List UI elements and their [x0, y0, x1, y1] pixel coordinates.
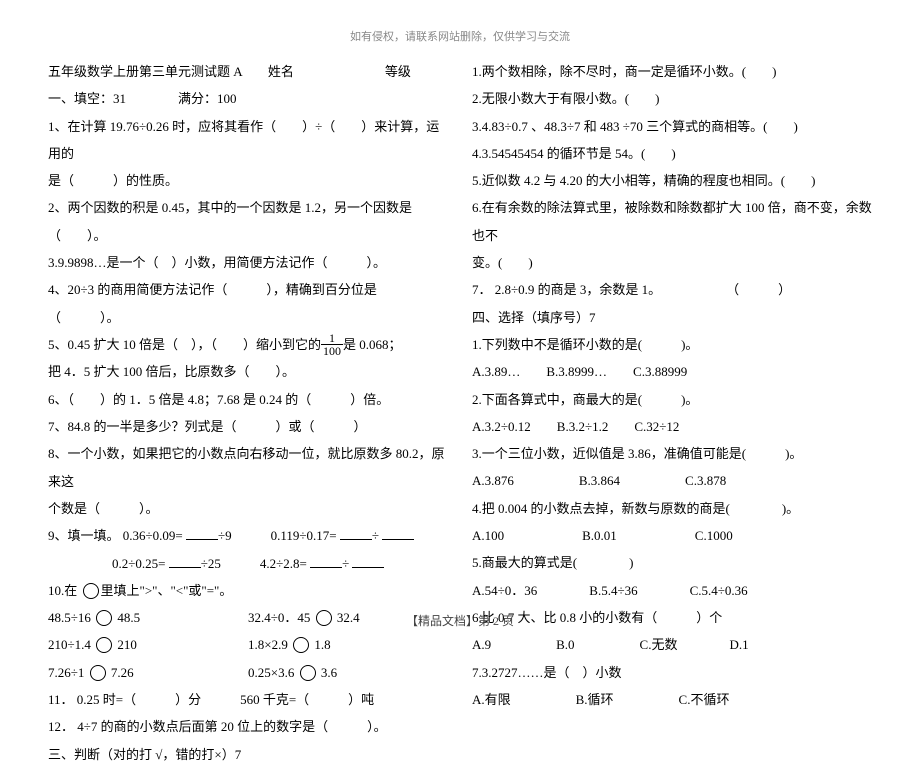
q12: 12． 4÷7 的商的小数点后面第 20 位上的数字是（ ）。 [48, 713, 448, 740]
j6: 6.在有余数的除法算式里，被除数和除数都扩大 100 倍，商不变，余数也不 [472, 194, 872, 249]
blank-underline [169, 554, 201, 568]
q9-prefix: 9、填一填。 0.36÷0.09= [48, 528, 183, 543]
j5: 5.近似数 4.2 与 4.20 的大小相等，精确的程度也相同。( ) [472, 167, 872, 194]
j7: 7． 2.8÷0.9 的商是 3，余数是 1。 （ ） [472, 276, 872, 303]
circle-blank-icon [90, 665, 106, 681]
q9d: ÷25 4.2÷2.8= [201, 556, 307, 571]
q10-prefix: 10.在 [48, 583, 77, 598]
compare-row3: 7.26÷1 7.26 0.25×3.6 3.6 [48, 659, 448, 686]
q4: 4、20÷3 的商用简便方法记作（ ），精确到百分位是（ ）。 [48, 276, 448, 331]
circle-blank-icon [83, 583, 99, 599]
q10a: 里填上">"、"<"或"="。 [101, 583, 233, 598]
blank-underline [352, 554, 384, 568]
blank-underline [310, 554, 342, 568]
c5: 5.商最大的算式是( ) [472, 549, 872, 576]
c4: 4.把 0.004 的小数点去掉，新数与原数的商是( )。 [472, 495, 872, 522]
q2: 2、两个因数的积是 0.45，其中的一个因数是 1.2，另一个因数是（ ）。 [48, 194, 448, 249]
r18a: 1.8×2.9 [248, 637, 288, 652]
c2-options: A.3.2÷0.12 B.3.2÷1.2 C.32÷12 [472, 413, 872, 440]
section4-heading: 四、选择（填序号）7 [472, 304, 872, 331]
r025a: 0.25×3.6 [248, 665, 294, 680]
q11: 11． 0.25 时=（ ）分 560 千克=（ ）吨 [48, 686, 448, 713]
c3: 3.一个三位小数，近似值是 3.86，准确值可能是( )。 [472, 440, 872, 467]
header-notice: 如有侵权，请联系网站删除，仅供学习与交流 [0, 0, 920, 58]
j1: 1.两个数相除，除不尽时，商一定是循环小数。( ) [472, 58, 872, 85]
j3: 3.4.83÷0.7 、48.3÷7 和 483 ÷70 三个算式的商相等。( … [472, 113, 872, 140]
q7: 7、84.8 的一半是多少？列式是（ ）或（ ） [48, 413, 448, 440]
section3-heading: 三、判断（对的打 √，错的打×）7 [48, 741, 448, 768]
q5c: 把 4．5 扩大 100 倍后，比原数多（ ）。 [48, 358, 448, 385]
r726a: 7.26÷1 [48, 665, 84, 680]
q8b: 个数是（ ）。 [48, 495, 448, 522]
r210b: 210 [117, 637, 137, 652]
c3-options: A.3.876 B.3.864 C.3.878 [472, 467, 872, 494]
q9-line2: 0.2÷0.25= ÷25 4.2÷2.8= ÷ [48, 550, 448, 577]
blank-underline [186, 526, 218, 540]
left-column: 五年级数学上册第三单元测试题 A 姓名 等级 一、填空：31 满分：100 1、… [48, 58, 448, 768]
q5-text-b: 是 0.068； [343, 337, 402, 352]
blank-underline [340, 526, 372, 540]
c1-options: A.3.89… B.3.8999… C.3.88999 [472, 358, 872, 385]
c7-options: A.有限 B.循环 C.不循环 [472, 686, 872, 713]
circle-blank-icon [300, 665, 316, 681]
right-column: 1.两个数相除，除不尽时，商一定是循环小数。( ) 2.无限小数大于有限小数。(… [472, 58, 872, 768]
c5-options: A.54÷0．36 B.5.4÷36 C.5.4÷0.36 [472, 577, 872, 604]
compare-row2: 210÷1.4 210 1.8×2.9 1.8 [48, 631, 448, 658]
r025b: 3.6 [321, 665, 337, 680]
j2: 2.无限小数大于有限小数。( ) [472, 85, 872, 112]
j4: 4.3.54545454 的循环节是 54。( ) [472, 140, 872, 167]
blank-underline [382, 526, 414, 540]
j6b: 变。( ) [472, 249, 872, 276]
q8: 8、一个小数，如果把它的小数点向右移动一位，就比原数多 80.2，原来这 [48, 440, 448, 495]
q1: 1、在计算 19.76÷0.26 时，应将其看作（ ）÷（ ）来计算，运用的 [48, 113, 448, 168]
content-area: 五年级数学上册第三单元测试题 A 姓名 等级 一、填空：31 满分：100 1、… [0, 58, 920, 768]
section1-heading: 一、填空：31 满分：100 [48, 85, 448, 112]
fraction-1-100: 1100 [321, 332, 343, 357]
q1b: 是（ ）的性质。 [48, 167, 448, 194]
c2: 2.下面各算式中，商最大的是( )。 [472, 386, 872, 413]
footer-page-number: 【精品文档】第 2 页 [0, 612, 920, 629]
c1: 1.下列数中不是循环小数的是( )。 [472, 331, 872, 358]
r210a: 210÷1.4 [48, 637, 91, 652]
c7: 7.3.2727……是（ ）小数 [472, 659, 872, 686]
circle-blank-icon [293, 637, 309, 653]
q9c: 0.2÷0.25= [112, 556, 165, 571]
q9-line1: 9、填一填。 0.36÷0.09= ÷9 0.119÷0.17= ÷ [48, 522, 448, 549]
q5-text-a: 5、0.45 扩大 10 倍是（ ），（ ）缩小到它的 [48, 337, 321, 352]
circle-blank-icon [96, 637, 112, 653]
exam-title: 五年级数学上册第三单元测试题 A 姓名 等级 [48, 58, 448, 85]
r726b: 7.26 [111, 665, 134, 680]
q9e: ÷ [342, 556, 349, 571]
c6-options: A.9 B.0 C.无数 D.1 [472, 631, 872, 658]
q9a: ÷9 0.119÷0.17= [218, 528, 337, 543]
q6: 6、（ ）的 1．5 倍是 4.8；7.68 是 0.24 的（ ）倍。 [48, 386, 448, 413]
q5: 5、0.45 扩大 10 倍是（ ），（ ）缩小到它的1100是 0.068； [48, 331, 448, 359]
c4-options: A.100 B.0.01 C.1000 [472, 522, 872, 549]
r18b: 1.8 [314, 637, 330, 652]
q3: 3.9.9898…是一个（ ）小数，用简便方法记作（ ）。 [48, 249, 448, 276]
q10: 10.在 里填上">"、"<"或"="。 [48, 577, 448, 604]
q9b: ÷ [372, 528, 379, 543]
